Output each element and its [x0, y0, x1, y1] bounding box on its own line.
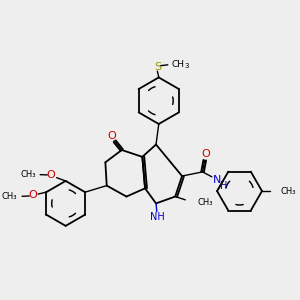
Text: O: O — [28, 190, 37, 200]
Text: S: S — [154, 62, 161, 72]
Text: CH₃: CH₃ — [197, 198, 213, 207]
Text: H: H — [220, 181, 227, 191]
Text: CH: CH — [172, 60, 184, 69]
Text: O: O — [46, 170, 55, 181]
Text: O: O — [201, 149, 210, 159]
Text: NH: NH — [150, 212, 165, 221]
Text: CH₃: CH₃ — [2, 192, 17, 201]
Text: N: N — [213, 175, 221, 185]
Text: 3: 3 — [185, 64, 189, 70]
Text: O: O — [107, 131, 116, 141]
Text: CH₃: CH₃ — [280, 187, 296, 196]
Text: CH₃: CH₃ — [20, 169, 35, 178]
